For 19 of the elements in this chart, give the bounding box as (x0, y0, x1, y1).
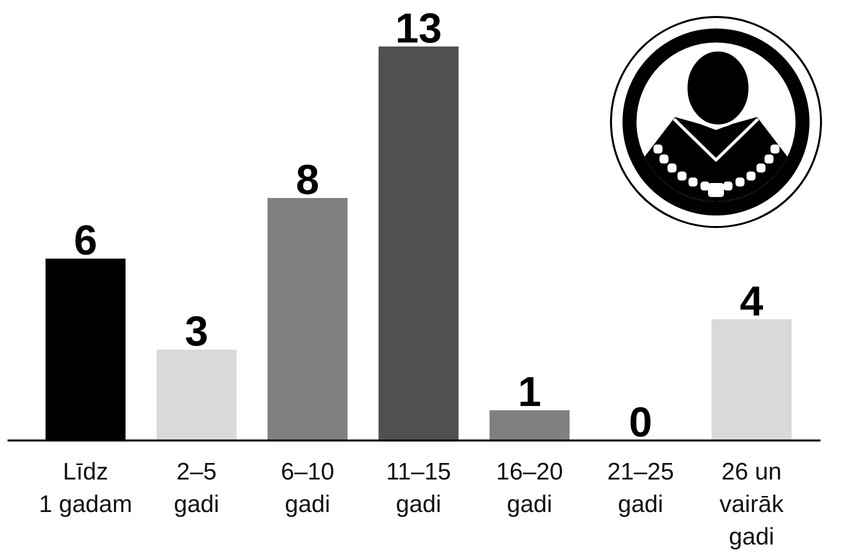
data-label: 1 (518, 368, 542, 416)
x-tick-label: 2–5 gadi (174, 458, 220, 518)
data-label: 13 (395, 4, 442, 52)
bar (268, 198, 348, 440)
x-tick-label: 6–10 gadi (280, 458, 334, 518)
bar (490, 410, 570, 440)
data-label: 8 (296, 156, 320, 204)
data-label: 6 (74, 216, 98, 264)
x-tick-label: 11–15 gadi (386, 458, 452, 518)
bar (378, 46, 459, 440)
x-tick-label: 26 un vairāk gadi (720, 458, 785, 550)
x-tick-label: 21–25 gadi (607, 458, 674, 518)
x-tick-label: 16–20 gadi (496, 458, 563, 518)
data-label: 0 (628, 398, 652, 446)
bar (156, 350, 237, 440)
bar (712, 319, 792, 440)
data-label: 4 (740, 277, 764, 324)
data-label: 3 (184, 308, 208, 355)
x-tick-label: Līdz 1 gadam (38, 458, 132, 518)
